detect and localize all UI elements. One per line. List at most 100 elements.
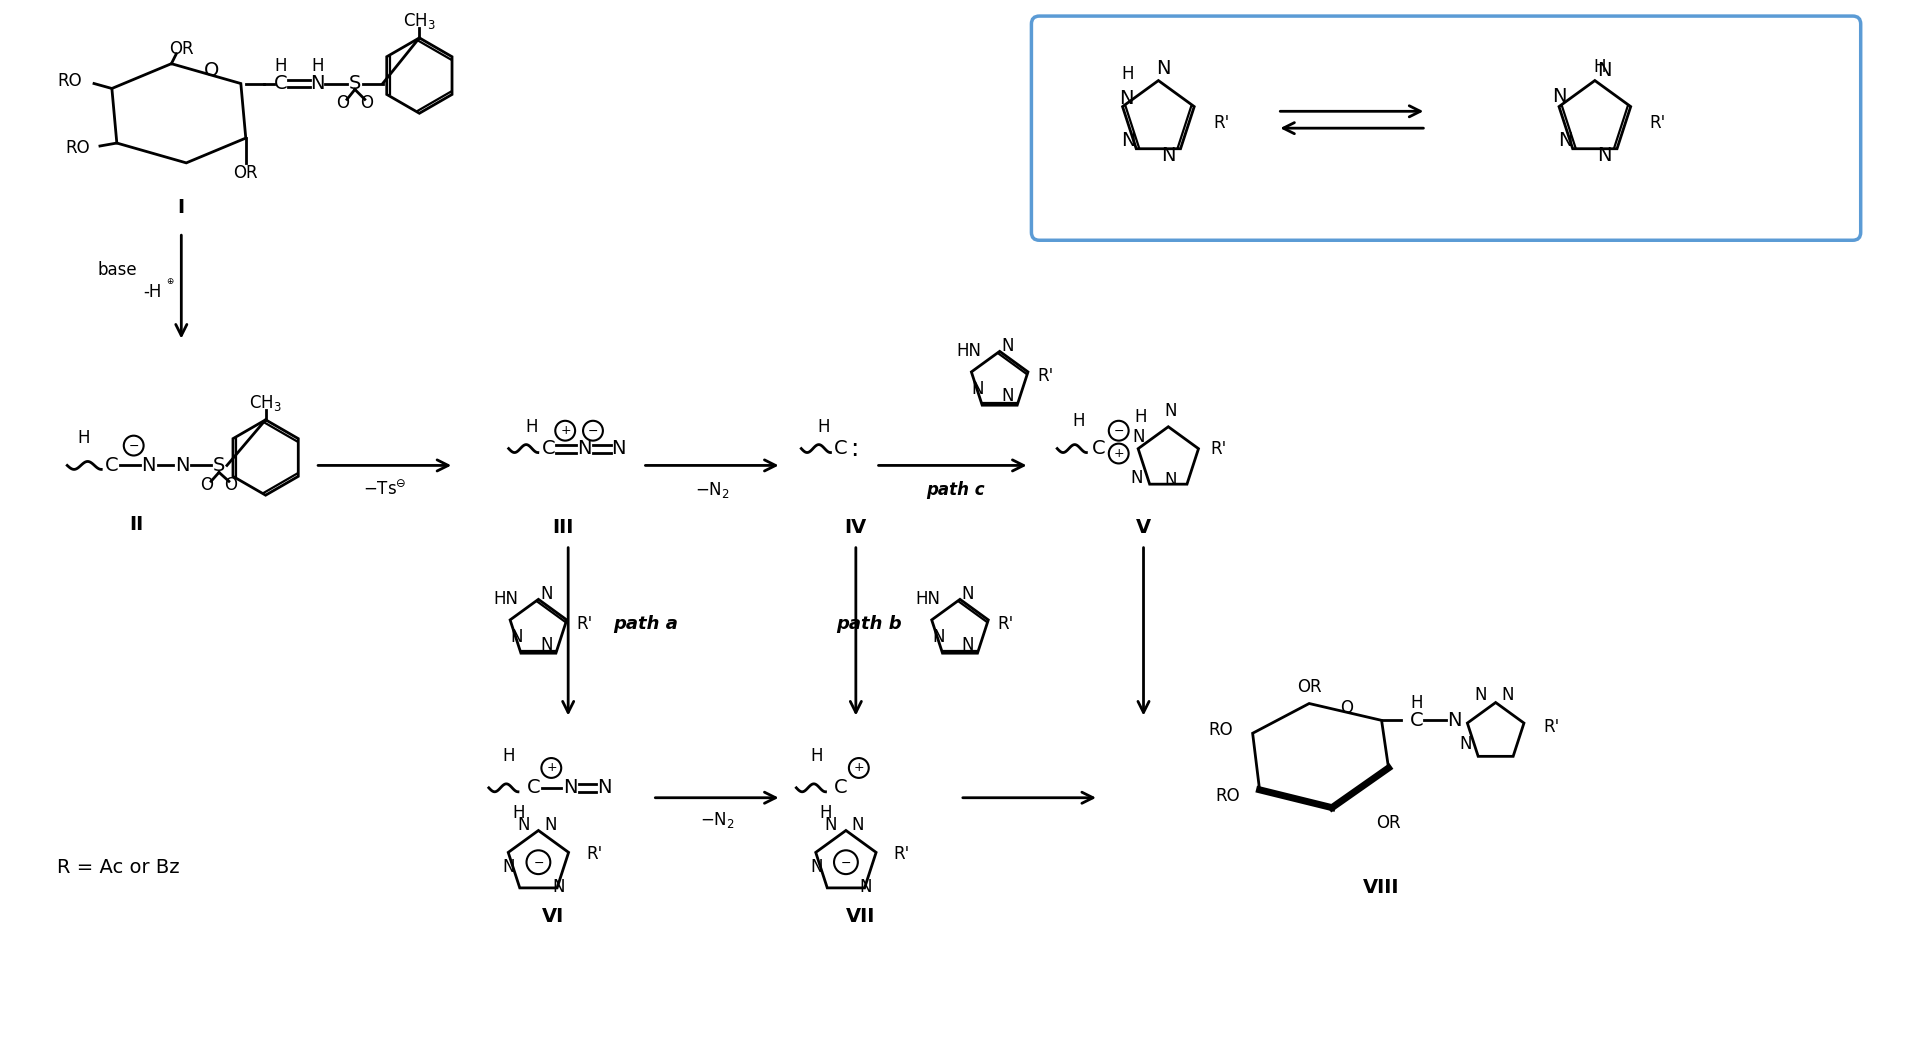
Text: R': R' (1649, 114, 1667, 132)
Text: OR: OR (169, 39, 194, 58)
Text: N: N (962, 636, 973, 654)
Text: IV: IV (845, 518, 868, 537)
Text: C: C (833, 779, 849, 797)
Text: N: N (810, 859, 822, 876)
Text: N: N (972, 380, 985, 398)
Text: $-$Ts$^{\ominus}$: $-$Ts$^{\ominus}$ (363, 481, 407, 500)
Text: V: V (1137, 518, 1152, 537)
Text: N: N (511, 628, 522, 646)
Text: N: N (142, 456, 156, 475)
Text: $^{\oplus}$: $^{\oplus}$ (167, 278, 175, 290)
Text: N: N (175, 456, 190, 475)
Text: III: III (553, 518, 574, 537)
Text: N: N (1553, 87, 1567, 106)
Text: OR: OR (234, 164, 257, 181)
Text: N: N (1121, 131, 1137, 149)
Text: R': R' (1037, 367, 1054, 385)
Text: $-$: $-$ (588, 424, 599, 438)
Text: R': R' (1213, 114, 1229, 132)
Text: N: N (309, 74, 324, 93)
Text: C: C (833, 439, 849, 458)
Text: H: H (311, 57, 323, 75)
Text: N: N (576, 439, 591, 458)
Text: RO: RO (58, 72, 83, 89)
Text: N: N (597, 779, 611, 797)
Text: H: H (818, 418, 829, 436)
Text: N: N (540, 636, 553, 654)
Text: R': R' (586, 845, 603, 863)
Text: VI: VI (541, 907, 564, 926)
Text: HN: HN (493, 590, 518, 609)
Text: R': R' (576, 615, 593, 634)
Text: O: O (204, 61, 219, 80)
Text: II: II (129, 515, 144, 534)
Text: OR: OR (1377, 814, 1402, 832)
Text: N: N (611, 439, 626, 458)
Text: N: N (1557, 131, 1572, 149)
Text: RO: RO (1215, 787, 1240, 805)
Text: C: C (526, 779, 540, 797)
Text: RO: RO (1208, 722, 1233, 739)
Text: N: N (1002, 337, 1014, 356)
Text: path b: path b (835, 615, 902, 634)
Text: RO: RO (65, 139, 90, 157)
Text: $-$: $-$ (534, 856, 543, 869)
Text: C: C (275, 74, 288, 93)
Text: :: : (851, 437, 858, 460)
Text: S: S (349, 74, 361, 93)
Text: $+$: $+$ (1114, 447, 1125, 460)
Text: H: H (820, 804, 833, 821)
Text: H: H (1135, 408, 1146, 426)
Text: O: O (200, 476, 213, 495)
Text: N: N (1501, 685, 1513, 703)
Text: H: H (1409, 694, 1423, 711)
Text: OR: OR (1296, 677, 1321, 696)
Text: H: H (1594, 58, 1605, 76)
Text: path a: path a (612, 615, 678, 634)
Text: H: H (79, 428, 90, 447)
Text: H: H (1073, 412, 1085, 429)
FancyBboxPatch shape (1031, 16, 1860, 241)
Text: $+$: $+$ (852, 761, 864, 775)
Text: O: O (1340, 700, 1354, 718)
Text: N: N (962, 585, 973, 604)
Text: N: N (1131, 470, 1142, 487)
Text: C: C (1409, 711, 1423, 730)
Text: path c: path c (925, 481, 985, 499)
Text: H: H (513, 804, 524, 821)
Text: HN: HN (916, 590, 941, 609)
Text: H: H (1121, 64, 1133, 83)
Text: $-$: $-$ (129, 439, 140, 452)
Text: CH$_3$: CH$_3$ (403, 11, 436, 31)
Text: VIII: VIII (1363, 877, 1400, 897)
Text: $-$: $-$ (1114, 424, 1125, 438)
Text: N: N (516, 815, 530, 834)
Text: R = Ac or Bz: R = Ac or Bz (58, 858, 180, 876)
Text: N: N (1156, 59, 1171, 78)
Text: N: N (1164, 471, 1177, 489)
Text: R': R' (1544, 719, 1559, 736)
Text: N: N (852, 815, 864, 834)
Text: I: I (179, 198, 184, 217)
Text: N: N (1133, 427, 1144, 446)
Text: N: N (1597, 146, 1613, 166)
Text: $-$N$_2$: $-$N$_2$ (695, 480, 730, 500)
Text: -H: -H (144, 283, 161, 301)
Text: N: N (931, 628, 945, 646)
Text: H: H (810, 747, 822, 765)
Text: N: N (1162, 146, 1175, 166)
Text: N: N (543, 815, 557, 834)
Text: N: N (1119, 89, 1133, 108)
Text: C: C (541, 439, 555, 458)
Text: R': R' (998, 615, 1014, 634)
Text: H: H (275, 57, 286, 75)
Text: H: H (503, 747, 515, 765)
Text: N: N (1164, 402, 1177, 420)
Text: O: O (336, 94, 349, 112)
Text: N: N (1459, 735, 1473, 753)
Text: N: N (1002, 387, 1014, 405)
Text: base: base (98, 261, 136, 279)
Text: N: N (503, 859, 515, 876)
Text: HN: HN (956, 342, 981, 360)
Text: N: N (1597, 61, 1613, 80)
